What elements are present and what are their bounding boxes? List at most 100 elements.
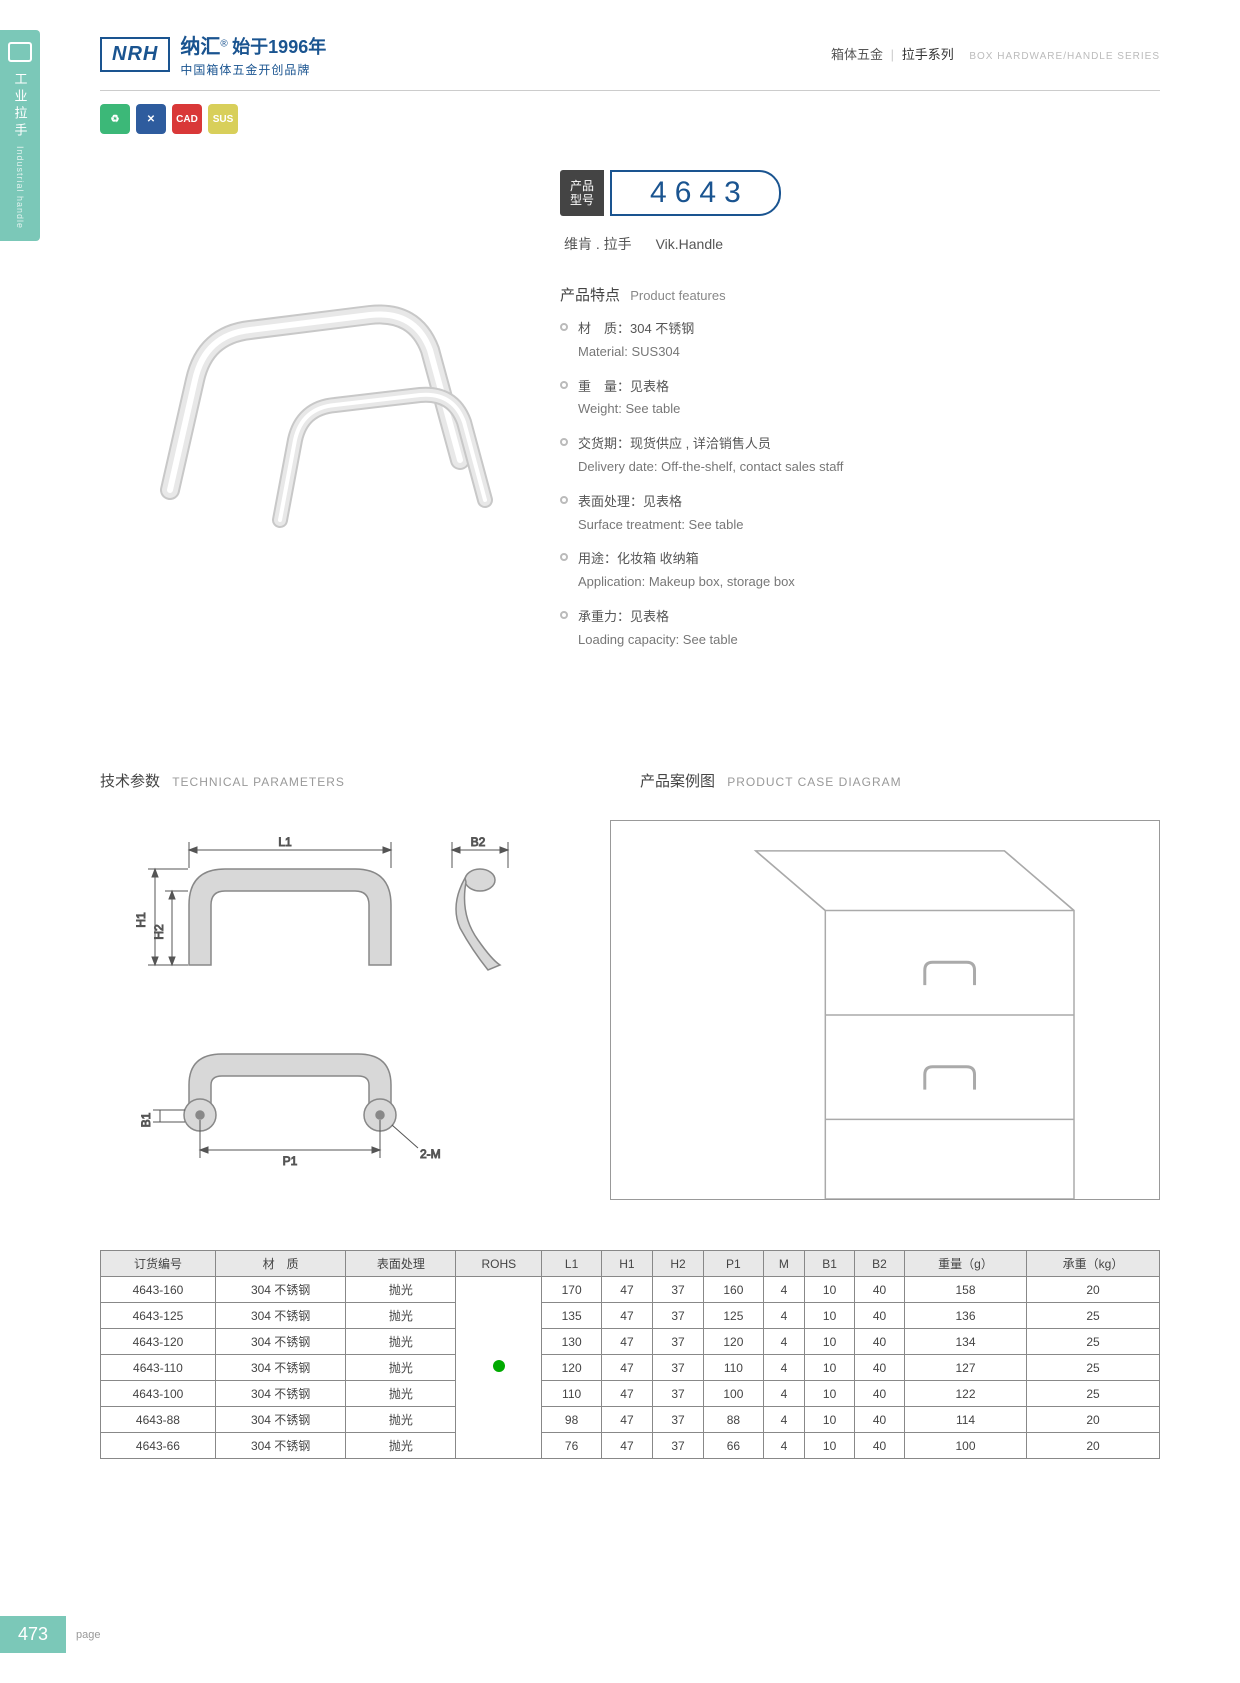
table-cell: 100: [904, 1433, 1026, 1459]
table-cell: 25: [1027, 1381, 1160, 1407]
features-title-cn: 产品特点: [560, 287, 620, 304]
table-row: 4643-100304 不锈钢抛光11047371004104012225: [101, 1381, 1160, 1407]
table-cell: 4643-100: [101, 1381, 216, 1407]
table-cell: 4643-88: [101, 1407, 216, 1433]
table-header: H1: [601, 1251, 652, 1277]
table-cell: 135: [542, 1303, 602, 1329]
table-cell: 37: [653, 1277, 704, 1303]
table-cell: 10: [805, 1303, 855, 1329]
label-L1: L1: [278, 835, 292, 849]
header-cat2: 拉手系列: [902, 47, 954, 62]
table-header: B1: [805, 1251, 855, 1277]
feature-text: 交货期：现货供应 , 详洽销售人员Delivery date: Off-the-…: [578, 434, 843, 478]
label-B1: B1: [139, 1112, 153, 1127]
table-cell: 抛光: [346, 1355, 456, 1381]
table-cell: 10: [805, 1381, 855, 1407]
header-cat1: 箱体五金: [831, 47, 883, 62]
table-cell: 20: [1027, 1407, 1160, 1433]
table-cell: 40: [855, 1303, 905, 1329]
table-cell: 40: [855, 1381, 905, 1407]
rohs-dot-icon: [493, 1360, 505, 1372]
table-cell: 120: [542, 1355, 602, 1381]
model-label-l2: 型号: [570, 193, 594, 207]
diagrams: L1 H1 H2: [100, 820, 1160, 1200]
table-header: H2: [653, 1251, 704, 1277]
features-title: 产品特点 Product features: [560, 284, 1160, 305]
rohs-cell: [456, 1277, 542, 1459]
table-cell: 4: [763, 1303, 804, 1329]
table-cell: 4: [763, 1407, 804, 1433]
feature-item: 承重力：见表格Loading capacity: See table: [560, 607, 1160, 651]
feature-text: 材 质：304 不锈钢Material: SUS304: [578, 319, 694, 363]
table-cell: 47: [601, 1355, 652, 1381]
table-cell: 122: [904, 1381, 1026, 1407]
table-header: 承重（kg）: [1027, 1251, 1160, 1277]
table-row: 4643-66304 不锈钢抛光764737664104010020: [101, 1433, 1160, 1459]
tech-title: 技术参数 TECHNICAL PARAMETERS: [100, 770, 345, 791]
bullet-icon: [560, 496, 568, 504]
section-titles: 技术参数 TECHNICAL PARAMETERS 产品案例图 PRODUCT …: [100, 770, 1160, 791]
table-cell: 134: [904, 1329, 1026, 1355]
table-cell: 127: [904, 1355, 1026, 1381]
table-cell: 4: [763, 1355, 804, 1381]
table-cell: 40: [855, 1433, 905, 1459]
header: NRH 纳汇® 始于1996年 中国箱体五金开创品牌 箱体五金 | 拉手系列 B…: [100, 30, 1160, 91]
table-cell: 125: [704, 1303, 764, 1329]
table-cell: 170: [542, 1277, 602, 1303]
model-label: 产品 型号: [560, 170, 604, 216]
table-cell: 抛光: [346, 1329, 456, 1355]
table-cell: 37: [653, 1355, 704, 1381]
feature-item: 表面处理：见表格Surface treatment: See table: [560, 492, 1160, 536]
table-cell: 抛光: [346, 1407, 456, 1433]
page-label: page: [76, 1629, 100, 1641]
product-info: 产品 型号 4643 维肯 . 拉手 Vik.Handle 产品特点 Produ…: [560, 160, 1160, 665]
table-cell: 304 不锈钢: [215, 1329, 345, 1355]
table-cell: 4643-66: [101, 1433, 216, 1459]
feature-item: 用途：化妆箱 收纳箱Application: Makeup box, stora…: [560, 549, 1160, 593]
table-cell: 37: [653, 1433, 704, 1459]
label-H1: H1: [134, 912, 148, 928]
table-cell: 37: [653, 1381, 704, 1407]
table-cell: 47: [601, 1303, 652, 1329]
bullet-icon: [560, 611, 568, 619]
logo-mark: NRH: [100, 37, 170, 72]
page-footer: 473 page: [0, 1616, 101, 1653]
table-row: 4643-110304 不锈钢抛光12047371104104012725: [101, 1355, 1160, 1381]
table-cell: 4: [763, 1329, 804, 1355]
side-tab-text-cn: 工业拉手: [11, 72, 30, 140]
model-number: 4643: [610, 170, 781, 216]
table-row: 4643-120304 不锈钢抛光13047371204104013425: [101, 1329, 1160, 1355]
model-name: 维肯 . 拉手 Vik.Handle: [564, 234, 1160, 254]
feature-item: 重 量：见表格Weight: See table: [560, 377, 1160, 421]
product-top: 产品 型号 4643 维肯 . 拉手 Vik.Handle 产品特点 Produ…: [100, 160, 1160, 665]
table-header: B2: [855, 1251, 905, 1277]
table-cell: 37: [653, 1329, 704, 1355]
table-cell: 10: [805, 1355, 855, 1381]
table-cell: 47: [601, 1407, 652, 1433]
table-cell: 10: [805, 1433, 855, 1459]
table-cell: 25: [1027, 1355, 1160, 1381]
table-cell: 抛光: [346, 1433, 456, 1459]
feature-text: 表面处理：见表格Surface treatment: See table: [578, 492, 743, 536]
table-cell: 160: [704, 1277, 764, 1303]
model-name-en: Vik.Handle: [656, 236, 723, 252]
label-B2: B2: [471, 835, 486, 849]
bullet-icon: [560, 438, 568, 446]
table-cell: 110: [542, 1381, 602, 1407]
table-cell: 66: [704, 1433, 764, 1459]
table-cell: 47: [601, 1433, 652, 1459]
table-cell: 4643-125: [101, 1303, 216, 1329]
label-M: 2-M: [420, 1147, 441, 1161]
table-cell: 25: [1027, 1329, 1160, 1355]
table-cell: 40: [855, 1329, 905, 1355]
table-header: P1: [704, 1251, 764, 1277]
table-cell: 37: [653, 1407, 704, 1433]
table-cell: 40: [855, 1407, 905, 1433]
feature-item: 交货期：现货供应 , 详洽销售人员Delivery date: Off-the-…: [560, 434, 1160, 478]
table-cell: 抛光: [346, 1381, 456, 1407]
table-cell: 37: [653, 1303, 704, 1329]
spec-table: 订货编号材 质表面处理ROHSL1H1H2P1MB1B2重量（g）承重（kg） …: [100, 1250, 1160, 1459]
table-cell: 130: [542, 1329, 602, 1355]
feature-text: 承重力：见表格Loading capacity: See table: [578, 607, 738, 651]
page-number: 473: [0, 1616, 66, 1653]
